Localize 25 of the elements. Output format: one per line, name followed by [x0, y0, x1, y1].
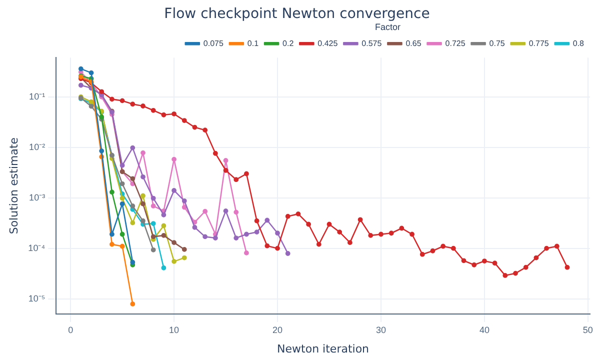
- legend-label: 0.575: [362, 38, 382, 48]
- legend-label: 0.425: [318, 38, 338, 48]
- y-axis-title: Solution estimate: [7, 137, 20, 234]
- x-tick-label: 0: [68, 324, 74, 335]
- legend-label: 0.8: [572, 38, 585, 48]
- y-tick-label: 10⁻¹: [29, 91, 46, 102]
- y-tick-label: 10⁻³: [29, 192, 46, 202]
- legend-label: 0.1: [247, 38, 260, 48]
- y-tick-label: 10⁻⁵: [28, 293, 46, 304]
- x-tick-label: 50: [582, 324, 593, 335]
- x-tick-label: 30: [376, 324, 386, 335]
- legend-label: 0.725: [445, 38, 466, 48]
- chart-title: Flow checkpoint Newton convergence: [164, 6, 430, 22]
- x-tick-label: 40: [479, 324, 490, 335]
- x-tick-label: 20: [272, 324, 283, 335]
- y-tick-label: 10⁻⁴: [28, 242, 46, 253]
- legend-label: 0.775: [528, 38, 550, 48]
- x-axis-title: Newton iteration: [277, 342, 370, 356]
- legend-label: 0.2: [282, 38, 294, 48]
- legend-label: 0.75: [489, 38, 506, 48]
- legend-label: 0.65: [406, 38, 422, 48]
- legend-title: Factor: [374, 22, 400, 32]
- legend-label: 0.075: [203, 38, 224, 48]
- y-tick-label: 10⁻²: [29, 142, 46, 152]
- x-tick-label: 10: [169, 324, 180, 335]
